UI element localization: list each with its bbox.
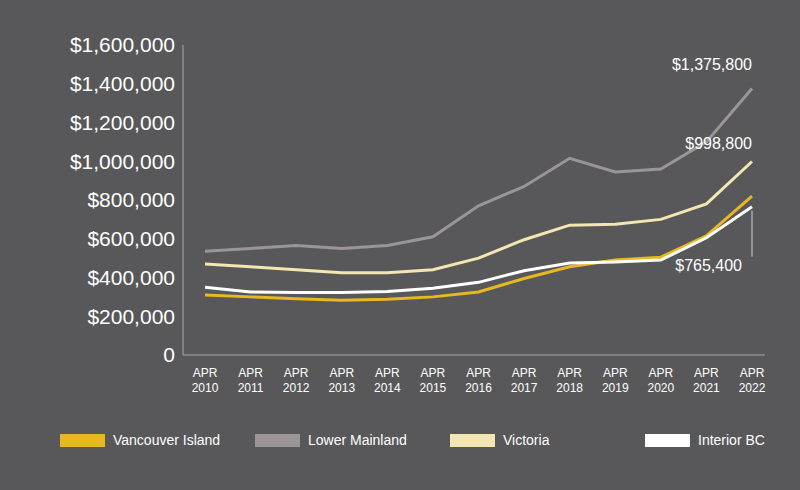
svg-text:APR2021: APR2021	[693, 366, 720, 395]
svg-text:APR2015: APR2015	[420, 366, 447, 395]
svg-text:$400,000: $400,000	[87, 266, 175, 289]
svg-text:0: 0	[163, 343, 175, 366]
html-text:Victoria: Victoria	[503, 432, 550, 448]
html-text:Vancouver Island: Vancouver Island	[113, 432, 221, 448]
svg-text:APR2011: APR2011	[238, 366, 264, 395]
svg-text:$1,600,000: $1,600,000	[70, 33, 175, 56]
svg-text:$1,000,000: $1,000,000	[70, 150, 175, 173]
svg-text:APR2012: APR2012	[283, 366, 310, 395]
svg-text:$600,000: $600,000	[87, 227, 175, 250]
html-text:Interior BC: Interior BC	[698, 432, 765, 448]
svg-text:$1,375,800: $1,375,800	[672, 56, 752, 73]
svg-text:APR2019: APR2019	[602, 366, 629, 395]
html-text:Lower Mainland: Lower Mainland	[308, 432, 407, 448]
svg-text:APR2014: APR2014	[374, 366, 401, 395]
svg-text:APR2010: APR2010	[192, 366, 219, 395]
svg-text:APR2016: APR2016	[465, 366, 492, 395]
svg-text:APR2013: APR2013	[328, 366, 355, 395]
svg-text:$1,400,000: $1,400,000	[70, 72, 175, 95]
svg-text:$800,000: $800,000	[87, 188, 175, 211]
svg-text:APR2018: APR2018	[556, 366, 583, 395]
svg-text:APR2022: APR2022	[739, 366, 766, 395]
svg-text:$1,200,000: $1,200,000	[70, 111, 175, 134]
svg-text:$200,000: $200,000	[87, 305, 175, 328]
svg-text:$765,400: $765,400	[675, 257, 742, 274]
svg-text:APR2020: APR2020	[647, 366, 674, 395]
svg-text:$998,800: $998,800	[685, 135, 752, 152]
svg-text:APR2017: APR2017	[511, 366, 538, 395]
